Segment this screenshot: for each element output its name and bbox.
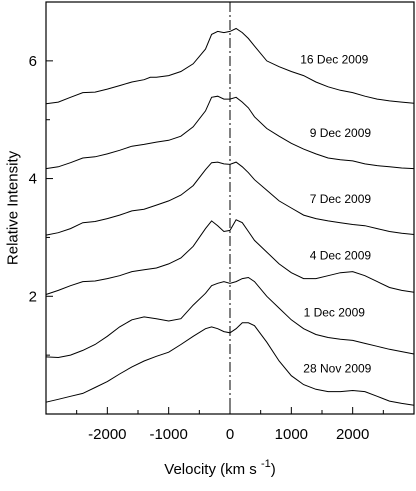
y-tick-label: 2 [29,288,37,305]
y-tick-label: 6 [29,53,37,70]
x-axis-title: Velocity (km s -1) [164,458,275,478]
x-axis-title-superscript: -1 [261,458,271,470]
series-line-1 [45,95,415,170]
series-label-4: 1 Dec 2009 [304,306,366,320]
x-tick-label: -1000 [149,426,187,443]
series-line-2 [45,161,415,236]
x-tick-label: 0 [226,426,234,443]
x-axis-title-suffix: ) [271,461,276,478]
series-label-2: 7 Dec 2009 [310,192,372,206]
axes: -2000 -1000 0 1000 2000 2 4 6 [29,1,415,443]
label-layer: 16 Dec 2009 9 Dec 2009 7 Dec 2009 4 Dec 200… [300,53,371,376]
x-tick-label: -2000 [88,426,126,443]
series-line-5 [45,322,415,406]
x-tick-label: 2000 [336,426,369,443]
series-layer [45,27,415,406]
y-axis-title: Relative Intensity [4,150,21,265]
series-line-0 [45,27,415,105]
x-axis-title-main: Velocity (km s [164,461,261,478]
y-tick-label: 4 [29,171,37,188]
series-label-0: 16 Dec 2009 [300,53,368,67]
series-label-1: 9 Dec 2009 [310,126,372,140]
series-line-4 [45,276,415,359]
series-label-5: 28 Nov 2009 [303,362,371,376]
series-line-3 [45,219,415,295]
series-label-3: 4 Dec 2009 [310,249,372,263]
x-tick-label: 1000 [275,426,308,443]
